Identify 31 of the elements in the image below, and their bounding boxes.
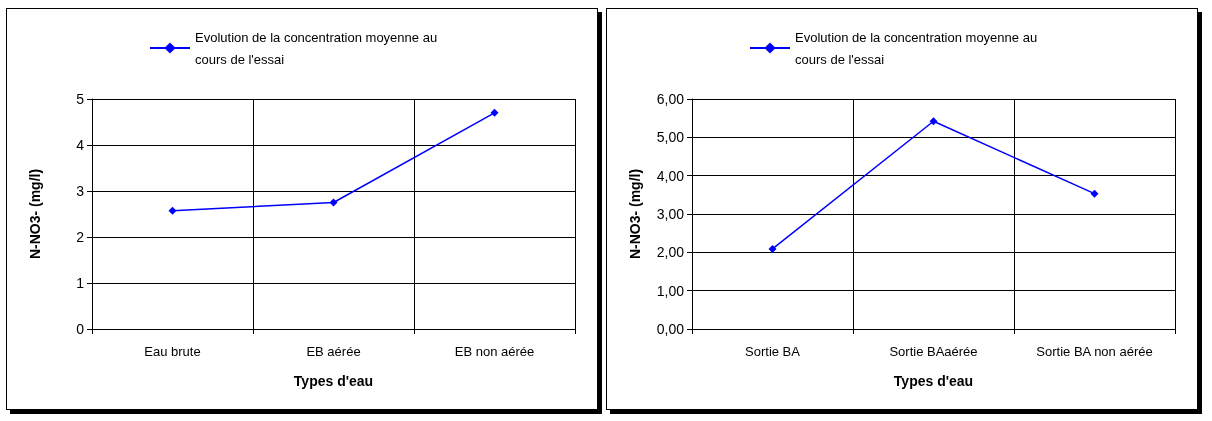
x-tick-label: Eau brute — [144, 344, 201, 359]
legend-label: Evolution de la concentration moyenne au cours de l'essai — [195, 29, 441, 67]
y-tick-label: 5,00 — [656, 129, 685, 146]
y-tick-label: 4 — [76, 137, 85, 153]
y-tick-label: 2,00 — [656, 244, 685, 261]
y-tick-label: 2 — [76, 229, 85, 245]
y-axis-title: N-NO3- (mg/l) — [627, 168, 643, 260]
y-tick-label: 4,00 — [656, 167, 685, 184]
y-tick-label: 3,00 — [656, 206, 685, 222]
point — [1090, 189, 1099, 198]
legend-label: Evolution de la concentration moyenne au cours de l'essai — [795, 29, 1041, 67]
x-tick-label: Sortie BAaérée — [889, 344, 978, 359]
y-tick-label: 1 — [76, 275, 85, 291]
x-axis-title: Types d'eau — [893, 373, 974, 389]
x-tick-label: EB non aérée — [454, 344, 535, 359]
point — [490, 108, 499, 117]
point — [329, 198, 338, 207]
point — [768, 244, 777, 253]
point — [929, 117, 938, 126]
x-tick-label: EB aérée — [306, 344, 361, 359]
x-tick-label: Sortie BA — [745, 344, 801, 359]
x-axis-title: Types d'eau — [293, 373, 374, 389]
y-tick-label: 3 — [76, 183, 85, 199]
y-tick-label: 6,00 — [656, 91, 685, 107]
x-tick-label: Sortie BA non aérée — [1036, 344, 1153, 359]
point — [168, 206, 177, 215]
y-tick-label: 0,00 — [656, 321, 685, 337]
y-tick-label: 5 — [76, 91, 85, 107]
y-tick-label: 0 — [76, 321, 85, 337]
y-tick-label: 1,00 — [656, 282, 685, 299]
y-axis-title: N-NO3- (mg/l) — [27, 168, 43, 260]
